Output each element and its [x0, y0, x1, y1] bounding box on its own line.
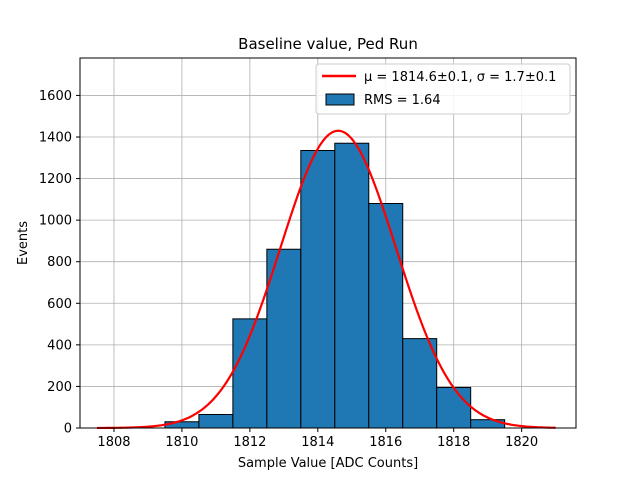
y-tick-label: 0: [64, 422, 72, 437]
x-axis-label: Sample Value [ADC Counts]: [238, 456, 418, 471]
histogram-bar: [300, 150, 336, 429]
legend-histogram-label: RMS = 1.64: [364, 93, 441, 108]
y-tick-label: 1600: [39, 89, 72, 104]
chart-title: Baseline value, Ped Run: [238, 35, 418, 53]
x-tick-label: 1812: [233, 435, 266, 450]
y-axis-ticks: 0 200 400 600 800 1000 1200 1400 1600: [39, 89, 80, 437]
histogram-bar: [436, 386, 472, 429]
histogram-bar: [266, 248, 302, 429]
y-tick-label: 200: [47, 380, 72, 395]
histogram-bar: [334, 142, 370, 429]
x-tick-label: 1814: [301, 435, 334, 450]
legend-histogram-swatch: [325, 93, 355, 106]
fit-curve: [96, 129, 556, 430]
y-tick-label: 400: [47, 338, 72, 353]
x-axis-ticks: 1808 1810 1812 1814 1816 1818 1820: [97, 428, 538, 450]
gaussian-fit: [96, 129, 556, 430]
x-tick-label: 1816: [369, 435, 402, 450]
legend: μ = 1814.6±0.1, σ = 1.7±0.1 RMS = 1.64: [315, 63, 571, 115]
x-tick-label: 1818: [437, 435, 470, 450]
histogram-bars: [164, 142, 506, 429]
legend-fit-label: μ = 1814.6±0.1, σ = 1.7±0.1: [364, 70, 556, 85]
legend-box: [315, 63, 571, 115]
y-tick-label: 1200: [39, 172, 72, 187]
y-tick-label: 1400: [39, 130, 72, 145]
plot-frame: [79, 57, 577, 429]
y-tick-label: 1000: [39, 214, 72, 229]
histogram-bar: [368, 203, 404, 429]
y-axis-label: Events: [16, 221, 31, 265]
y-tick-label: 800: [47, 255, 72, 270]
x-tick-label: 1820: [505, 435, 538, 450]
x-tick-label: 1808: [97, 435, 130, 450]
histogram-bar: [402, 338, 438, 429]
x-tick-label: 1810: [165, 435, 198, 450]
y-tick-label: 600: [47, 297, 72, 312]
histogram-bar: [198, 413, 234, 429]
